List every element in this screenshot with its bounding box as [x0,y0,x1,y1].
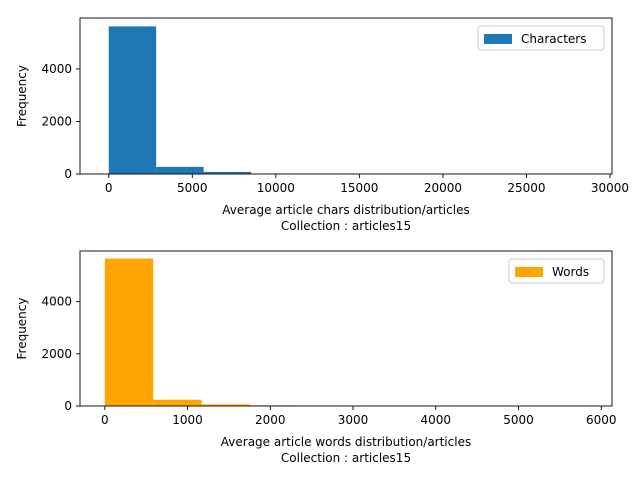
x-tick-label: 6000 [586,413,617,427]
legend-swatch [484,34,512,44]
x-tick-label: 10000 [257,181,295,195]
axes-frame [79,17,613,175]
legend: Characters [477,25,605,51]
histogram-bar [104,258,154,406]
histogram-bar [201,404,251,406]
collection-subtitle: Collection : articles15 [281,451,411,465]
histogram-bar [153,399,202,406]
x-tick-label: 30000 [591,181,629,195]
x-axis-label: Average article words distribution/artic… [221,435,471,449]
y-tick-label: 2000 [41,114,72,128]
y-axis-label: Frequency [15,298,29,360]
x-tick-label: 0 [101,413,109,427]
collection-subtitle: Collection : articles15 [281,219,411,233]
y-tick-label: 4000 [41,295,72,309]
x-tick-label: 25000 [507,181,545,195]
legend: Words [508,258,605,284]
legend-label: Words [552,265,589,279]
axes-frame [79,250,613,407]
y-tick-label: 4000 [41,62,72,76]
x-tick-label: 15000 [340,181,378,195]
y-tick-label: 0 [64,399,72,413]
x-tick-label: 5000 [177,181,208,195]
chart-panel-1: 0 5000 10000 15000 20000 25000 30000 0 2000 4000 A… [15,17,629,233]
y-tick-label: 0 [64,167,72,181]
histogram-bar [203,171,252,174]
x-tick-label: 4000 [420,413,451,427]
x-tick-label: 1000 [172,413,203,427]
x-axis-label: Average article chars distribution/artic… [222,203,469,217]
x-tick-label: 5000 [503,413,534,427]
x-tick-label: 0 [105,181,113,195]
histogram-bar [108,26,157,175]
legend-label: Characters [521,32,587,46]
legend-swatch [515,267,543,277]
histogram-bar [156,166,204,174]
y-axis-label: Frequency [15,65,29,127]
chart-panel-2: 0 1000 2000 3000 4000 5000 6000 0 2000 4000 Averag… [15,250,617,465]
x-tick-label: 2000 [255,413,286,427]
x-tick-label: 20000 [424,181,462,195]
x-tick-label: 3000 [338,413,369,427]
y-tick-label: 2000 [41,347,72,361]
